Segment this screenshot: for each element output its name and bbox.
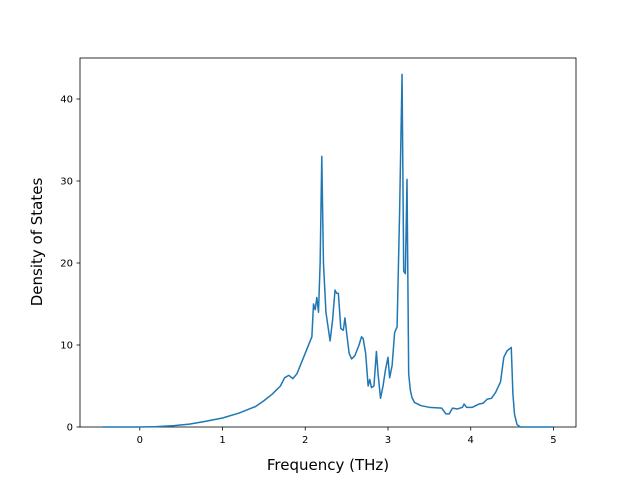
- x-tick-label: 4: [468, 435, 474, 446]
- y-tick-label: 30: [60, 177, 73, 188]
- x-tick-label: 3: [385, 435, 391, 446]
- x-tick-label: 5: [550, 435, 556, 446]
- y-tick-label: 40: [60, 95, 73, 106]
- x-tick-label: 2: [302, 435, 308, 446]
- line-series: [102, 73, 554, 428]
- x-tick-label: 1: [219, 435, 225, 446]
- y-tick-label: 10: [60, 341, 73, 352]
- plot-frame: [79, 57, 577, 428]
- y-tick-label: 0: [67, 423, 73, 434]
- y-tick-label: 20: [60, 259, 73, 270]
- x-axis-label: Frequency (THz): [267, 456, 389, 474]
- y-axis-label: Density of States: [28, 178, 46, 307]
- x-tick-label: 0: [137, 435, 143, 446]
